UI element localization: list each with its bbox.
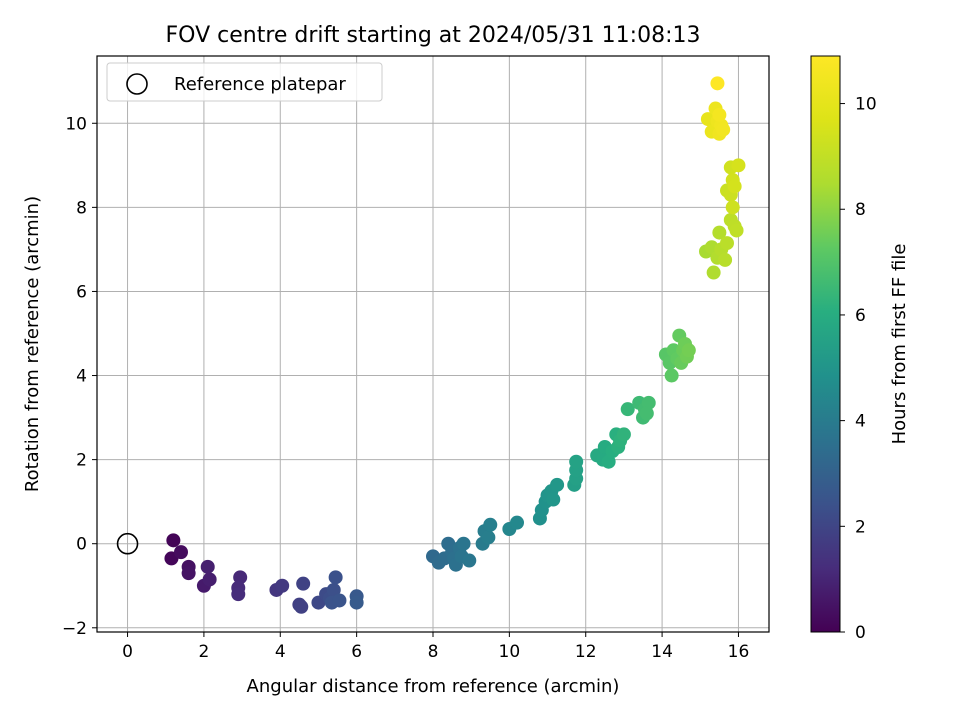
x-tick-label: 6	[351, 642, 362, 662]
colorbar-tick-label: 2	[855, 517, 866, 537]
data-point	[166, 533, 181, 548]
data-point	[569, 454, 584, 469]
data-point	[326, 582, 341, 597]
colorbar-tick-label: 4	[855, 412, 866, 432]
y-tick-label: 0	[76, 535, 87, 555]
data-point	[641, 395, 656, 410]
data-point	[546, 492, 561, 507]
data-points	[164, 76, 746, 614]
colorbar-tick-label: 0	[855, 623, 866, 643]
data-point	[231, 587, 246, 602]
y-axis-ticks: −2 0 2 4 6 8 10	[62, 114, 97, 639]
legend-label: Reference platepar	[174, 74, 346, 95]
y-tick-label: 10	[65, 114, 87, 134]
data-point	[481, 530, 496, 545]
legend-box	[106, 62, 383, 102]
data-point	[294, 599, 309, 614]
data-point	[712, 225, 727, 240]
data-point	[725, 200, 740, 215]
x-tick-label: 16	[728, 642, 750, 662]
x-tick-label: 12	[575, 642, 597, 662]
data-point	[462, 553, 477, 568]
data-point	[710, 76, 725, 91]
y-tick-label: 6	[76, 282, 87, 302]
data-point	[233, 570, 248, 585]
data-point	[601, 454, 616, 469]
x-axis-label: Angular distance from reference (arcmin)	[247, 676, 620, 697]
colorbar-tick-label: 8	[855, 200, 866, 220]
colorbar-gradient	[810, 55, 841, 633]
data-point	[328, 570, 343, 585]
legend: Reference platepar	[106, 62, 383, 102]
colorbar-ticks: 0 2 4 6 8 10	[840, 95, 877, 643]
data-point	[202, 572, 217, 587]
data-point	[616, 427, 631, 442]
data-point	[712, 107, 727, 122]
y-tick-label: 2	[76, 451, 87, 471]
data-point	[729, 223, 744, 238]
colorbar-label: Hours from first FF file	[889, 244, 910, 445]
data-point	[174, 545, 188, 560]
x-tick-label: 8	[428, 642, 439, 662]
data-point	[720, 236, 734, 251]
data-point	[664, 368, 679, 383]
colorbar-tick-label: 10	[855, 95, 877, 115]
data-point	[275, 578, 290, 593]
y-tick-label: −2	[62, 619, 87, 639]
x-tick-label: 4	[275, 642, 286, 662]
data-point	[731, 158, 746, 173]
x-tick-label: 2	[198, 642, 209, 662]
y-axis-label: Rotation from reference (arcmin)	[22, 196, 43, 492]
data-point	[456, 536, 471, 551]
data-point	[620, 402, 635, 417]
data-point	[639, 406, 654, 421]
colorbar-tick-label: 6	[855, 306, 866, 326]
colorbar: 0 2 4 6 8 10 Hours from first FF file	[810, 55, 910, 643]
data-point	[706, 265, 721, 280]
reference-platepar-marker	[116, 532, 139, 555]
data-point	[510, 515, 524, 530]
x-axis-ticks: 0 2 4 6 8 10 12 14 16	[122, 632, 749, 662]
data-point	[296, 576, 311, 591]
y-tick-label: 8	[76, 198, 87, 218]
data-point	[349, 595, 364, 610]
data-point	[681, 343, 696, 358]
data-point	[718, 252, 733, 267]
data-point	[332, 593, 347, 608]
data-point	[200, 559, 215, 574]
x-tick-label: 0	[122, 642, 133, 662]
data-point	[181, 566, 196, 581]
data-point	[716, 122, 731, 137]
data-point	[550, 477, 565, 492]
x-tick-label: 10	[499, 642, 521, 662]
x-tick-label: 14	[651, 642, 673, 662]
legend-marker-icon	[126, 73, 148, 95]
data-point	[483, 517, 498, 532]
chart-title: FOV centre drift starting at 2024/05/31 …	[166, 23, 701, 48]
grid-lines	[97, 56, 769, 632]
data-point	[727, 179, 742, 194]
y-tick-label: 4	[76, 367, 87, 387]
